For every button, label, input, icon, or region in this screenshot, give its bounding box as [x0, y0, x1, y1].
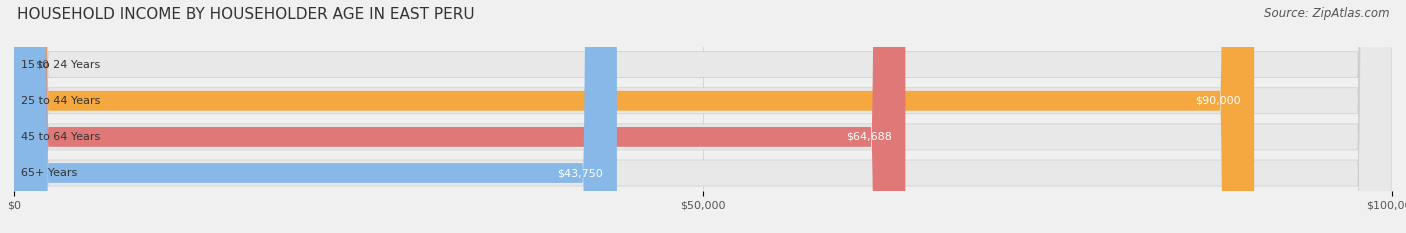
FancyBboxPatch shape: [14, 0, 617, 233]
Text: $0: $0: [35, 60, 49, 70]
Text: 45 to 64 Years: 45 to 64 Years: [21, 132, 100, 142]
Text: 65+ Years: 65+ Years: [21, 168, 77, 178]
Text: HOUSEHOLD INCOME BY HOUSEHOLDER AGE IN EAST PERU: HOUSEHOLD INCOME BY HOUSEHOLDER AGE IN E…: [17, 7, 474, 22]
Text: $43,750: $43,750: [557, 168, 603, 178]
FancyBboxPatch shape: [14, 0, 1392, 233]
Text: $90,000: $90,000: [1195, 96, 1240, 106]
Text: 15 to 24 Years: 15 to 24 Years: [21, 60, 100, 70]
FancyBboxPatch shape: [14, 0, 905, 233]
Text: Source: ZipAtlas.com: Source: ZipAtlas.com: [1264, 7, 1389, 20]
FancyBboxPatch shape: [14, 0, 1392, 233]
FancyBboxPatch shape: [14, 0, 1254, 233]
FancyBboxPatch shape: [14, 0, 1392, 233]
FancyBboxPatch shape: [14, 0, 1392, 233]
Text: $64,688: $64,688: [846, 132, 891, 142]
Text: 25 to 44 Years: 25 to 44 Years: [21, 96, 100, 106]
